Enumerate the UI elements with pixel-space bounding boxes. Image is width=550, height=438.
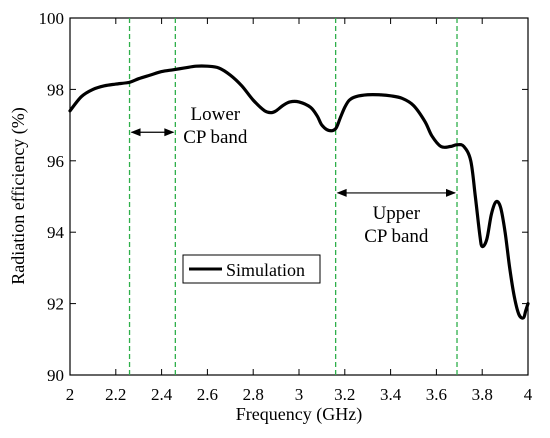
arrow-head xyxy=(130,128,141,137)
x-tick-label: 2.6 xyxy=(197,385,218,404)
y-tick-label: 98 xyxy=(47,80,64,99)
x-tick-label: 3.2 xyxy=(334,385,355,404)
x-tick-label: 2.2 xyxy=(105,385,126,404)
x-tick-label: 4 xyxy=(524,385,533,404)
arrow-head xyxy=(446,188,457,197)
legend: Simulation xyxy=(182,254,321,284)
arrow-head xyxy=(164,128,175,137)
annotation-text-lower: CP band xyxy=(183,127,248,148)
y-tick-label: 90 xyxy=(47,366,64,385)
y-tick-label: 96 xyxy=(47,152,64,171)
y-tick-label: 100 xyxy=(39,9,65,28)
annotation-text-upper: CP band xyxy=(364,226,429,247)
plot-frame xyxy=(69,17,529,376)
x-axis-ticks: 2 2.2 2.4 2.6 2.8 3 3.2 3.4 3.6 3.8 4 xyxy=(66,18,533,404)
y-tick-label: 94 xyxy=(47,223,65,242)
x-tick-label: 2.8 xyxy=(243,385,264,404)
x-tick-label: 3.8 xyxy=(472,385,493,404)
legend-entry-simulation: Simulation xyxy=(226,260,305,280)
x-tick-label: 3 xyxy=(295,385,304,404)
arrow-head xyxy=(336,188,347,197)
band-marker-lines xyxy=(128,18,458,375)
y-tick-label: 92 xyxy=(47,295,64,314)
x-tick-label: 2 xyxy=(66,385,75,404)
y-axis-ticks: 90 92 94 96 98 100 xyxy=(39,9,528,385)
series-group xyxy=(68,64,530,320)
annotation-text-lower: Lower xyxy=(191,104,241,125)
y-axis-label: Radiation efficiency (%) xyxy=(8,107,29,285)
legend-box xyxy=(182,254,321,284)
x-tick-label: 3.6 xyxy=(426,385,447,404)
annotation-text-upper: Upper xyxy=(373,203,421,224)
series-line-simulation xyxy=(68,64,530,320)
x-axis-label: Frequency (GHz) xyxy=(236,404,362,425)
x-tick-label: 3.4 xyxy=(380,385,402,404)
x-tick-label: 2.4 xyxy=(151,385,173,404)
